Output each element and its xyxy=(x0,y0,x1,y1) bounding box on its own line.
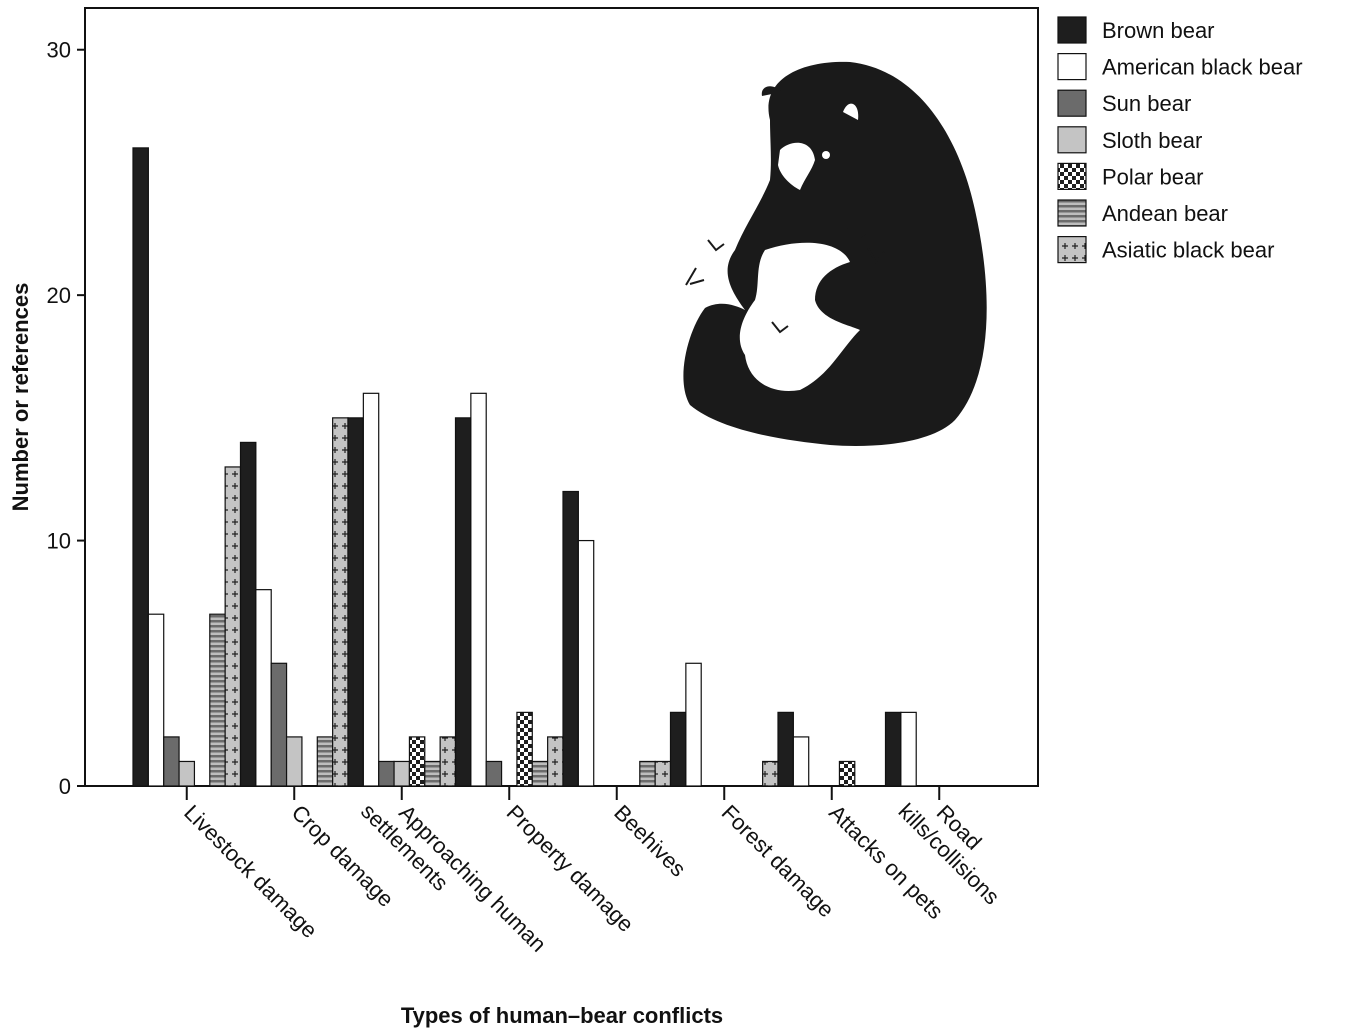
bar xyxy=(179,761,194,786)
bar xyxy=(241,442,256,786)
y-axis-title: Number or references xyxy=(8,283,33,512)
bar xyxy=(793,737,808,786)
x-tick-label: Beehives xyxy=(609,800,691,882)
bar xyxy=(517,712,532,786)
legend-label: Asiatic black bear xyxy=(1102,238,1274,263)
legend-label: Sloth bear xyxy=(1102,128,1202,153)
bar xyxy=(655,761,670,786)
x-axis-title: Types of human–bear conflicts xyxy=(401,1003,723,1028)
bar xyxy=(409,737,424,786)
bar xyxy=(287,737,302,786)
legend-label: Polar bear xyxy=(1102,164,1204,189)
x-tick-label: Forest damage xyxy=(717,800,839,922)
bar xyxy=(333,418,348,786)
legend-swatch xyxy=(1058,17,1086,43)
bar xyxy=(578,541,593,786)
bar xyxy=(763,761,778,786)
bar xyxy=(348,418,363,786)
bear-illustration xyxy=(683,62,986,446)
bar xyxy=(256,590,271,786)
y-tick-label: 30 xyxy=(47,38,71,63)
bar xyxy=(425,761,440,786)
bar xyxy=(394,761,409,786)
bar xyxy=(317,737,332,786)
legend-swatch xyxy=(1058,237,1086,263)
bar xyxy=(133,148,148,786)
bar xyxy=(563,491,578,786)
bar xyxy=(148,614,163,786)
bar xyxy=(671,712,686,786)
y-tick-label: 20 xyxy=(47,283,71,308)
bar xyxy=(640,761,655,786)
bar xyxy=(839,761,854,786)
bar xyxy=(440,737,455,786)
bar xyxy=(901,712,916,786)
bar xyxy=(379,761,394,786)
bar xyxy=(225,467,240,786)
bar xyxy=(363,393,378,786)
bar xyxy=(886,712,901,786)
bar xyxy=(456,418,471,786)
bar xyxy=(778,712,793,786)
legend-swatch xyxy=(1058,200,1086,226)
bar xyxy=(532,761,547,786)
bar xyxy=(471,393,486,786)
legend-swatch xyxy=(1058,163,1086,189)
legend-swatch xyxy=(1058,54,1086,80)
bar xyxy=(548,737,563,786)
y-tick-label: 10 xyxy=(47,529,71,554)
y-tick-label: 0 xyxy=(59,774,71,799)
legend-label: American black bear xyxy=(1102,55,1303,80)
bar xyxy=(271,663,286,786)
legend-label: Andean bear xyxy=(1102,201,1228,226)
legend-label: Brown bear xyxy=(1102,18,1215,43)
bar xyxy=(210,614,225,786)
bar xyxy=(486,761,501,786)
chart: Types of human–bear conflicts Number or … xyxy=(0,0,1355,1031)
bar xyxy=(164,737,179,786)
bar xyxy=(686,663,701,786)
legend-swatch xyxy=(1058,127,1086,153)
legend-label: Sun bear xyxy=(1102,91,1191,116)
legend-swatch xyxy=(1058,90,1086,116)
